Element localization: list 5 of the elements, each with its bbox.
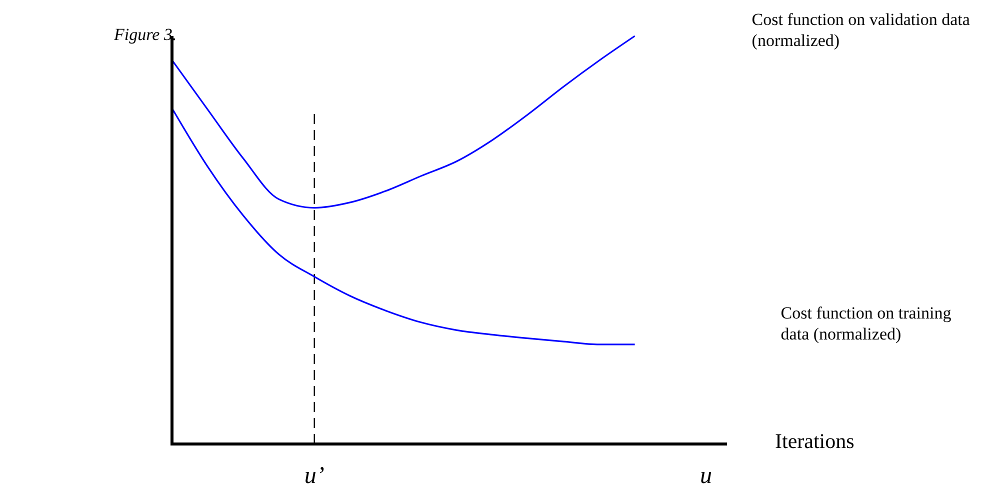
text: Cost function on training data (normalized)	[780, 303, 952, 344]
x-tick-label: u	[700, 463, 712, 487]
x-tick-label: u’	[304, 463, 324, 487]
text: Cost function on validation data (normalized)	[752, 10, 970, 50]
x-axis-title: Iterations	[775, 429, 854, 453]
